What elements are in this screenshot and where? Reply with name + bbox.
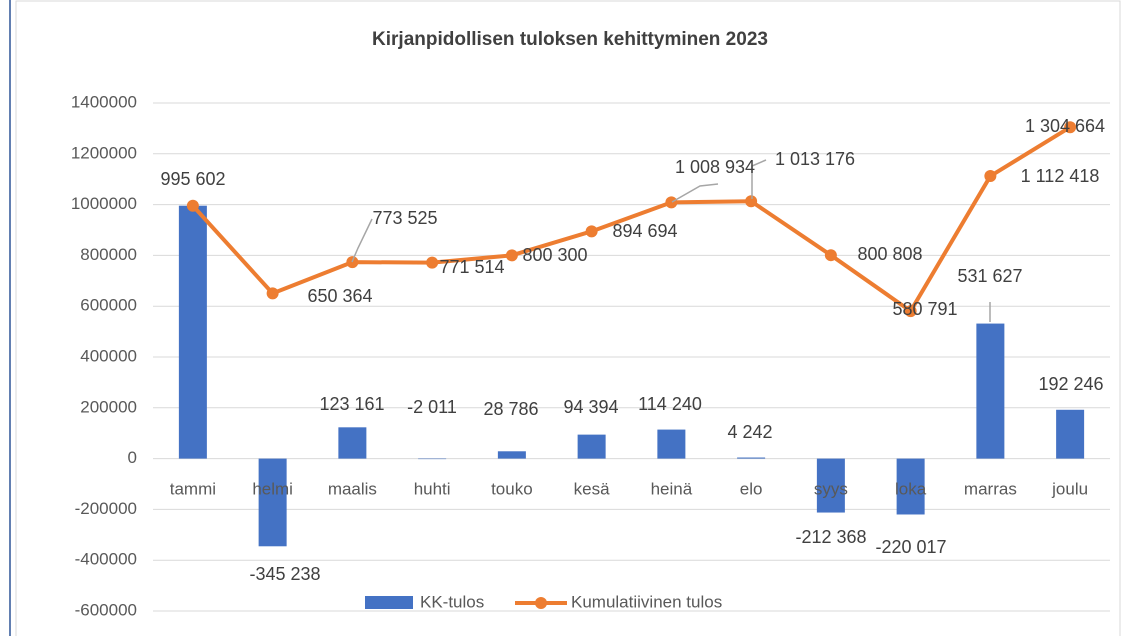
x-tick-label: syys	[814, 479, 848, 498]
x-tick-label: tammi	[170, 479, 216, 498]
data-label: 894 694	[612, 221, 677, 241]
line-marker	[426, 256, 439, 269]
chart-frame	[15, 0, 1121, 636]
data-label: 580 791	[892, 299, 957, 319]
x-tick-label: marras	[964, 479, 1017, 498]
line-marker	[665, 196, 678, 209]
data-label: 1 008 934	[675, 157, 755, 177]
x-tick-label: joulu	[1051, 479, 1088, 498]
data-label: -345 238	[249, 564, 320, 584]
bar	[577, 434, 606, 459]
y-tick-label: -200000	[75, 499, 137, 518]
x-tick-label: elo	[740, 479, 763, 498]
x-tick-label: touko	[491, 479, 533, 498]
y-tick-label: 400000	[80, 346, 137, 365]
bar	[178, 205, 207, 459]
legend-label: Kumulatiivinen tulos	[571, 592, 722, 611]
data-label: 650 364	[307, 286, 372, 306]
data-label: 800 300	[522, 245, 587, 265]
y-tick-label: 200000	[80, 397, 137, 416]
line-marker	[904, 305, 917, 318]
x-tick-label: loka	[895, 479, 927, 498]
data-label: -212 368	[795, 527, 866, 547]
y-tick-label: 1000000	[71, 194, 137, 213]
bar	[258, 458, 287, 547]
data-label: 771 514	[439, 257, 504, 277]
leader-line	[671, 183, 719, 203]
bar	[896, 458, 925, 515]
y-tick-label: 600000	[80, 296, 137, 315]
data-label: 192 246	[1038, 374, 1103, 394]
leader-line	[751, 159, 767, 199]
line-marker	[984, 170, 997, 183]
data-label: -220 017	[875, 537, 946, 557]
leader-line	[351, 218, 373, 263]
data-label: 1 112 418	[1021, 166, 1100, 186]
data-label: 531 627	[957, 266, 1022, 286]
legend-swatch-marker	[535, 597, 547, 609]
data-label: 995 602	[160, 169, 225, 189]
bar	[418, 458, 447, 460]
data-label: 94 394	[563, 397, 618, 417]
y-tick-label: 1400000	[71, 92, 137, 111]
x-tick-label: kesä	[574, 479, 610, 498]
legend-swatch	[365, 596, 413, 609]
line	[191, 125, 1072, 314]
line-marker	[505, 249, 518, 262]
y-tick-label: -600000	[75, 600, 137, 619]
line-marker	[824, 249, 837, 262]
data-label: 28 786	[483, 399, 538, 419]
bar	[816, 458, 845, 513]
data-label: 1 304 664	[1025, 116, 1105, 136]
line-marker	[745, 195, 758, 208]
data-label: 1 013 176	[775, 149, 855, 169]
line-marker	[585, 225, 598, 238]
legend-label: KK-tulos	[420, 592, 484, 611]
bar	[737, 457, 766, 459]
bar	[338, 427, 367, 459]
bar	[976, 323, 1005, 459]
bar	[497, 451, 526, 459]
y-tick-label: 0	[128, 448, 137, 467]
data-label: 123 161	[319, 394, 384, 414]
y-tick-label: 800000	[80, 245, 137, 264]
y-tick-label: 1200000	[71, 143, 137, 162]
data-label: 4 242	[727, 422, 772, 442]
data-label: 800 808	[857, 244, 922, 264]
x-tick-label: maalis	[328, 479, 377, 498]
data-label: 773 525	[372, 208, 437, 228]
line-marker	[186, 199, 199, 212]
bar	[657, 429, 686, 459]
bar	[1056, 409, 1085, 459]
x-tick-label: helmi	[252, 479, 293, 498]
data-label: 114 240	[638, 394, 702, 414]
chart-title: Kirjanpidollisen tuloksen kehittyminen 2…	[372, 29, 768, 50]
y-tick-label: -400000	[75, 550, 137, 569]
line-marker	[266, 287, 279, 300]
x-tick-label: heinä	[651, 479, 693, 498]
x-tick-label: huhti	[414, 479, 451, 498]
line-marker	[1064, 121, 1077, 134]
data-label: -2 011	[407, 397, 457, 417]
